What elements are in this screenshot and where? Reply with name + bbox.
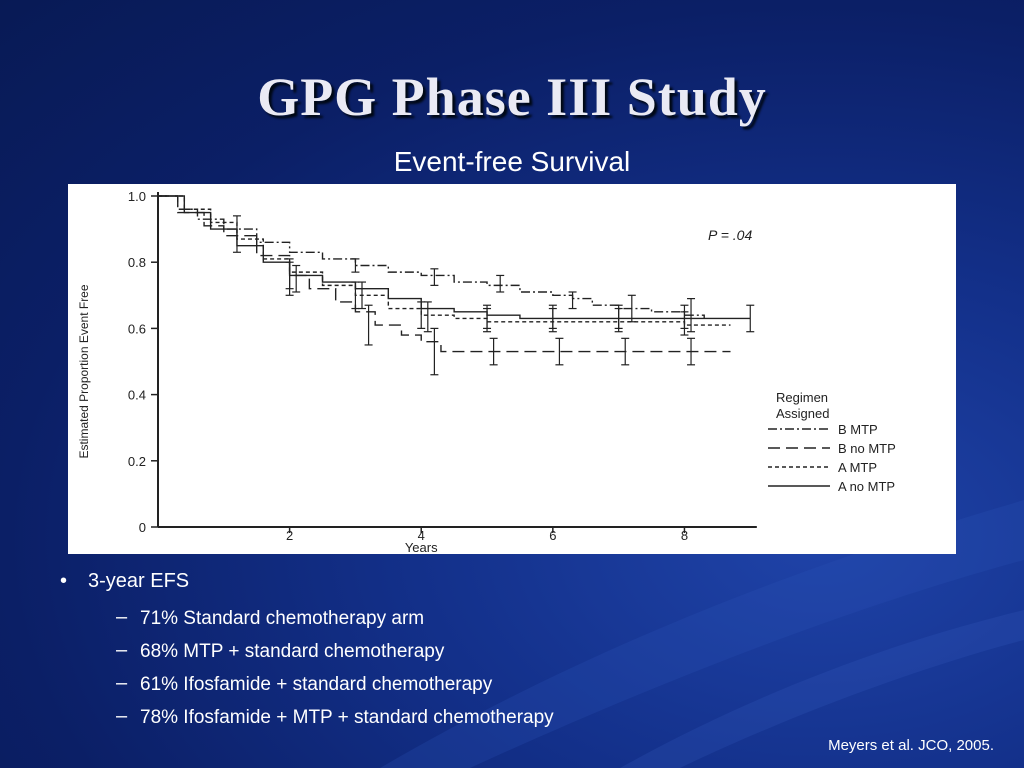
- y-tick-label: 0.4: [128, 388, 146, 403]
- chart-series: [158, 195, 755, 376]
- sub-bullet-text: 61% Ifosfamide + standard chemotherapy: [140, 674, 493, 695]
- x-axis-label: Years: [405, 540, 438, 554]
- legend-title: Regimen: [776, 390, 828, 405]
- y-tick-label: 0.8: [128, 255, 146, 270]
- y-axis-label: Estimated Proportion Event Free: [77, 284, 91, 458]
- y-tick-label: 1.0: [128, 189, 146, 204]
- chart-panel: 0 0.2 0.4 0.6 0.8 1.0 2 4 6 8 Years Estimated Propo…: [68, 184, 956, 554]
- chart-subtitle: Event-free Survival: [393, 146, 631, 177]
- bullet-text: 3-year EFS: [88, 570, 190, 592]
- y-tick-label: 0: [139, 520, 146, 535]
- sub-bullet-text: 71% Standard chemotherapy arm: [140, 608, 425, 629]
- series-line: [158, 195, 705, 319]
- series-line: [158, 195, 731, 326]
- series-line: [158, 195, 731, 353]
- sub-bullet-text: 68% MTP + standard chemotherapy: [140, 641, 445, 662]
- legend-label: B MTP: [838, 422, 878, 437]
- sub-bullet-text: 78% Ifosfamide + MTP + standard chemothe…: [140, 707, 554, 728]
- x-tick-label: 2: [286, 528, 293, 543]
- legend-label: B no MTP: [838, 441, 896, 456]
- bullet-dot: •: [60, 570, 68, 592]
- legend-label: A no MTP: [838, 479, 895, 494]
- p-value-annotation: P = .04: [708, 227, 752, 243]
- x-tick-label: 8: [681, 528, 688, 543]
- slide-title: GPG Phase III Study: [257, 67, 767, 127]
- dash-icon: –: [116, 606, 128, 628]
- x-tick-label: 4: [418, 528, 425, 543]
- dash-icon: –: [116, 705, 128, 727]
- survival-chart: 0 0.2 0.4 0.6 0.8 1.0 2 4 6 8 Years Estimated Propo…: [77, 189, 896, 554]
- chart-axes: 0 0.2 0.4 0.6 0.8 1.0 2 4 6 8 Years Estimated Propo…: [77, 189, 757, 554]
- legend-label: A MTP: [838, 460, 877, 475]
- x-tick-label: 6: [549, 528, 556, 543]
- citation: Meyers et al. JCO, 2005.: [828, 737, 994, 754]
- dash-icon: –: [116, 672, 128, 694]
- dash-icon: –: [116, 639, 128, 661]
- legend-title: Assigned: [776, 406, 829, 421]
- y-tick-label: 0.2: [128, 454, 146, 469]
- series-line: [158, 195, 751, 320]
- y-tick-label: 0.6: [128, 321, 146, 336]
